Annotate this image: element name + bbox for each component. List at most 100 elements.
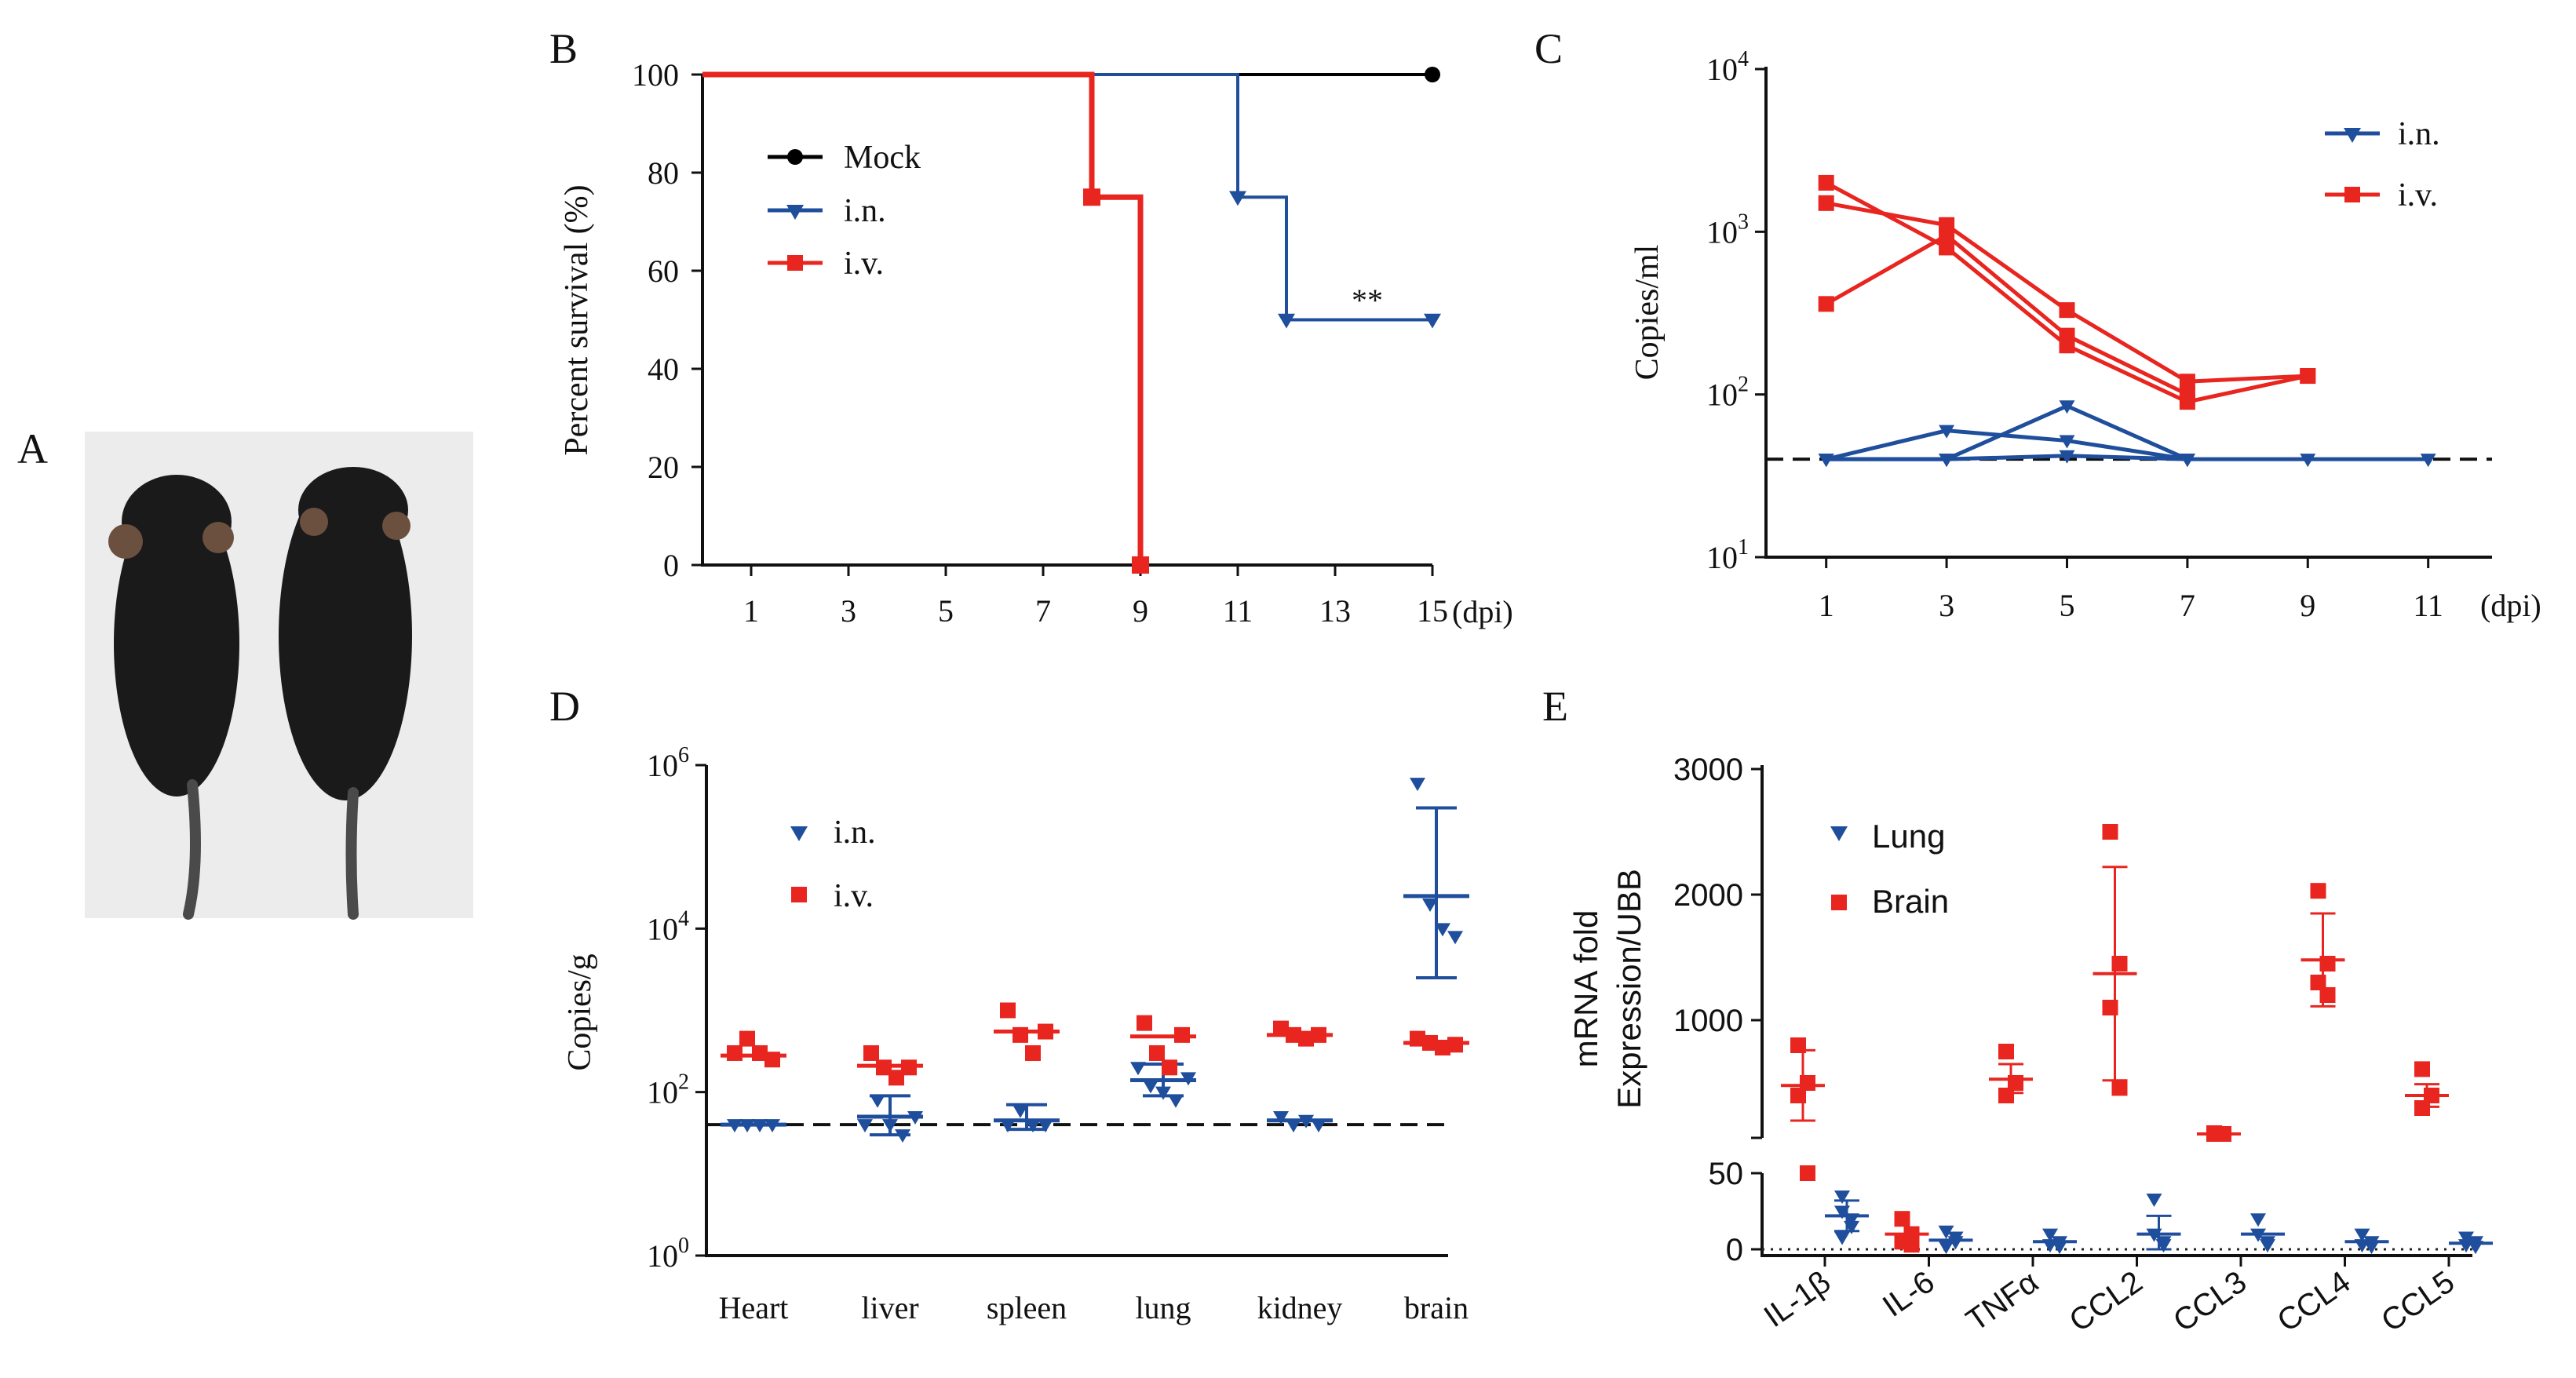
panel-label-e: E (1542, 683, 1568, 730)
c-point-iv-2-2 (2059, 327, 2075, 344)
e-x-tick-label-6: CCL5 (2375, 1264, 2461, 1339)
e-point-brain-0-0 (1790, 1037, 1806, 1053)
d-point-iv-2-3 (1038, 1023, 1053, 1040)
b-y-label: Percent survival (%) (559, 184, 595, 455)
e-point-brain-2-2 (1998, 1088, 2014, 1103)
e-point-lung-0-2 (1834, 1205, 1850, 1219)
b-legend-mock-marker (787, 149, 803, 165)
b-point-iv-0 (1083, 188, 1100, 206)
d-legend-iv-marker (791, 887, 807, 902)
d-point-iv-0-3 (764, 1052, 780, 1068)
panel-label-b: B (549, 25, 578, 72)
b-x-tick-label-13: 13 (1319, 593, 1351, 629)
c-point-iv-1-3 (2179, 374, 2195, 390)
e-y-tick-label-2000: 2000 (1673, 878, 1743, 913)
e-point-brain-1-3 (1903, 1237, 1920, 1253)
e-point-lung-4-2 (2250, 1228, 2266, 1242)
c-x-tick-label-1: 1 (1819, 588, 1834, 623)
d-point-iv-0-0 (727, 1044, 743, 1061)
c-point-in-1-1 (1939, 425, 1955, 439)
d-point-in-4-0 (1273, 1111, 1289, 1125)
b-x-tick-label-7: 7 (1035, 593, 1051, 629)
e-point-brain-5-0 (2310, 883, 2326, 899)
b-line-iv (702, 71, 1144, 565)
e-x-tick-label-3: CCL2 (2063, 1264, 2149, 1339)
d-point-iv-0-2 (752, 1044, 768, 1061)
d-legend: i.n. i.v. (790, 815, 876, 914)
e-point-lung-6-0 (2458, 1231, 2474, 1245)
e-y-tick-label-0: 0 (1726, 1233, 1743, 1267)
c-x-tick-label-3: 3 (1939, 588, 1954, 623)
d-point-in-4-1 (1286, 1119, 1301, 1133)
e-point-brain-5-3 (2319, 987, 2336, 1003)
c-point-in-0-4 (2300, 454, 2316, 468)
d-point-iv-4-3 (1311, 1026, 1326, 1043)
d-point-in-2-3 (1038, 1119, 1053, 1133)
d-y-tick-label-0: 100 (647, 1234, 689, 1274)
c-legend-in: i.n. (2398, 116, 2440, 152)
d-point-iv-4-1 (1286, 1026, 1301, 1043)
d-point-iv-1-1 (876, 1059, 892, 1076)
d-point-iv-3-0 (1137, 1015, 1152, 1031)
b-legend-iv-marker (787, 255, 803, 271)
b-x-tick-label-15: 15 (1417, 593, 1448, 629)
c-point-iv-2-1 (1939, 227, 1955, 243)
c-point-in-0-2 (2059, 400, 2075, 414)
d-point-iv-5-2 (1435, 1039, 1450, 1055)
d-point-in-4-3 (1311, 1119, 1326, 1133)
e-point-lung-5-3 (2363, 1241, 2380, 1255)
e-point-brain-1-0 (1894, 1211, 1910, 1227)
c-x-tick-label-7: 7 (2180, 588, 2195, 623)
d-point-iv-0-1 (739, 1030, 755, 1047)
d-point-iv-1-2 (888, 1070, 904, 1086)
mouse-right-body (279, 471, 412, 800)
e-x-tick-label-1: IL-6 (1877, 1264, 1941, 1324)
c-y-tick-label-4: 104 (1706, 47, 1749, 87)
c-line-in-2 (1826, 454, 2187, 461)
mouse-left-body (114, 490, 239, 797)
d-point-iv-4-2 (1298, 1030, 1314, 1047)
c-y-tick-label-3: 103 (1706, 210, 1749, 250)
d-point-in-1-2 (882, 1119, 898, 1133)
e-x-tick-label-0: IL-1β (1758, 1264, 1837, 1334)
d-point-iv-1-3 (901, 1059, 917, 1076)
e-point-lung-6-3 (2468, 1241, 2483, 1255)
b-y-tick-label-80: 80 (648, 155, 679, 191)
b-x-tick-label-9: 9 (1133, 593, 1148, 629)
e-point-brain-2-1 (2008, 1075, 2023, 1091)
b-y-tick-label-20: 20 (648, 450, 679, 485)
b-legend-mock: Mock (844, 140, 921, 176)
panel-label-c: C (1534, 25, 1563, 72)
b-x-tick-label-11: 11 (1223, 593, 1253, 629)
e-point-brain-4-2 (2206, 1126, 2222, 1142)
e-point-lung-0-0 (1834, 1190, 1850, 1205)
c-line-in-1 (1826, 428, 2188, 461)
e-y-tick-label-50: 50 (1709, 1157, 1744, 1191)
mouse-left-ear-l (108, 524, 143, 559)
c-point-iv-2-0 (1818, 296, 1834, 312)
e-point-lung-0-3 (1844, 1220, 1859, 1234)
c-legend-iv-marker (2344, 187, 2360, 202)
d-x-tick-label-spleen: spleen (987, 1290, 1067, 1325)
c-point-iv-0-1 (1939, 239, 1955, 256)
b-y-tick-label-60: 60 (648, 253, 679, 289)
c-point-in-2-2 (2059, 450, 2075, 464)
b-point-in-1 (1278, 313, 1295, 329)
mouse-right-ear-r (382, 512, 410, 540)
d-point-in-3-3 (1168, 1094, 1184, 1108)
c-legend: i.n. i.v. (2325, 116, 2440, 213)
e-legend-brain-marker (1831, 895, 1847, 910)
b-point-in-2 (1424, 313, 1441, 329)
c-y-tick-label-1: 101 (1706, 535, 1749, 575)
c-point-in-0-5 (2420, 454, 2436, 468)
e-point-lung-2-3 (2052, 1241, 2067, 1255)
d-point-in-5-2 (1435, 923, 1450, 937)
c-y-label: Copies/ml (1629, 245, 1666, 381)
d-point-in-0-1 (739, 1119, 755, 1133)
panel-label-a: A (17, 425, 48, 472)
d-point-in-3-4 (1180, 1072, 1196, 1086)
e-point-lung-3-2 (2146, 1228, 2162, 1242)
e-point-brain-3-2 (2102, 1000, 2118, 1015)
d-legend-iv: i.v. (834, 878, 874, 914)
